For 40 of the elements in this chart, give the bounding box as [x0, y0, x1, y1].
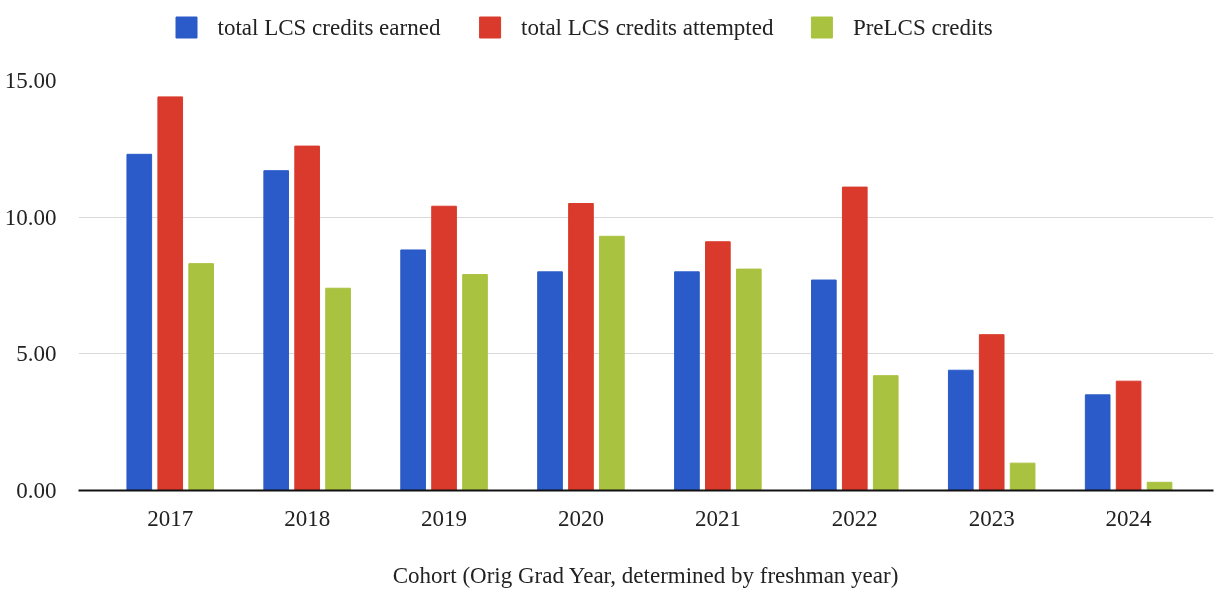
bar	[978, 334, 1005, 491]
bar	[294, 145, 320, 491]
bar	[1146, 481, 1173, 491]
x-tick-label: 2018	[284, 505, 331, 531]
legend-label: PreLCS credits	[852, 15, 993, 40]
y-tick-label: 15.00	[4, 68, 57, 93]
x-tick-label: 2020	[557, 505, 604, 531]
bar	[325, 287, 351, 491]
bar	[1009, 462, 1036, 491]
bar	[947, 369, 974, 491]
bar	[811, 279, 837, 491]
x-axis-title: Cohort (Orig Grad Year, determined by freshman year)	[392, 562, 899, 588]
x-tick-label: 2021	[694, 505, 741, 531]
bar	[1084, 394, 1111, 491]
bar	[537, 271, 563, 491]
bar	[1115, 380, 1142, 491]
bar	[157, 96, 184, 491]
bar	[705, 241, 731, 491]
x-tick-label: 2019	[421, 505, 468, 531]
bar	[431, 205, 457, 491]
legend-label: total LCS credits attempted	[521, 15, 774, 40]
y-tick-label: 10.00	[4, 204, 57, 230]
y-tick-label: 0.00	[16, 478, 57, 503]
bar	[188, 263, 214, 491]
x-tick-label: 2023	[968, 505, 1015, 531]
y-tick-label: 5.00	[16, 341, 57, 367]
bar	[263, 170, 290, 491]
bar	[599, 235, 625, 491]
bar	[462, 274, 488, 491]
bar	[736, 268, 762, 491]
bar	[126, 153, 153, 491]
bar	[568, 203, 594, 491]
bar	[872, 375, 899, 491]
legend-label: total LCS credits earned	[217, 15, 441, 40]
x-tick-label: 2024	[1105, 505, 1153, 531]
x-tick-label: 2017	[147, 505, 194, 531]
bar	[400, 249, 426, 491]
x-tick-label: 2022	[831, 505, 878, 531]
bar	[674, 271, 700, 491]
bar	[841, 186, 868, 491]
